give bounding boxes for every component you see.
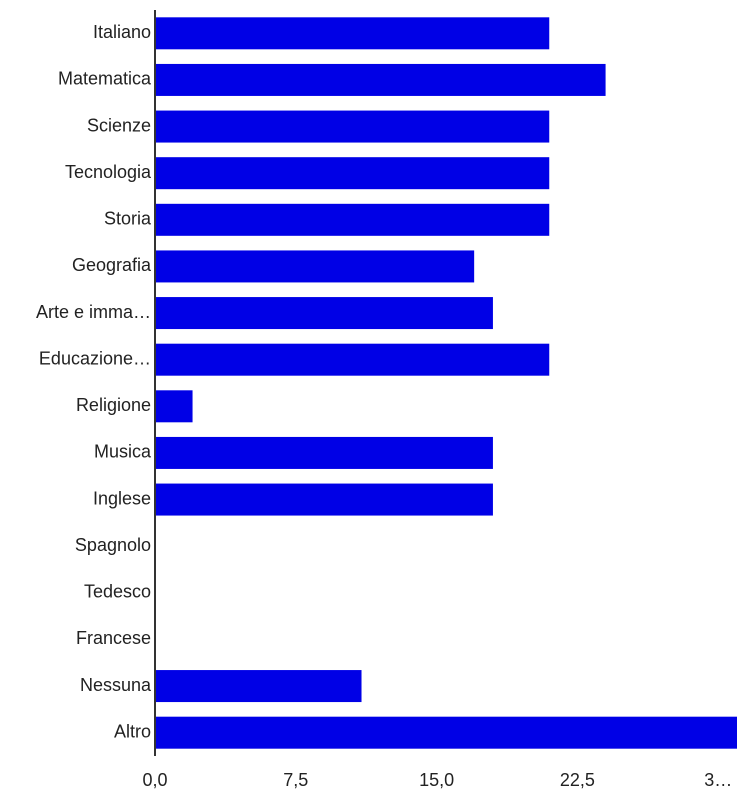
bar <box>155 63 606 96</box>
y-tick-label: Arte e imma… <box>36 302 151 322</box>
y-tick-label: Educazione… <box>39 348 151 368</box>
bar <box>155 203 550 236</box>
bar <box>155 157 550 190</box>
y-tick-label: Religione <box>76 395 151 415</box>
y-tick-label: Nessuna <box>80 675 152 695</box>
x-tick-label: 7,5 <box>283 770 308 790</box>
y-tick-label: Tedesco <box>84 582 151 602</box>
x-tick-label: 22,5 <box>560 770 595 790</box>
y-tick-label: Spagnolo <box>75 535 151 555</box>
y-tick-label: Francese <box>76 628 151 648</box>
y-tick-label: Musica <box>94 442 152 462</box>
bar <box>155 436 493 469</box>
bar <box>155 250 475 283</box>
bar <box>155 483 493 516</box>
y-tick-label: Scienze <box>87 115 151 135</box>
y-tick-label: Italiano <box>93 22 151 42</box>
bar <box>155 390 193 423</box>
y-tick-label: Tecnologia <box>65 162 152 182</box>
y-tick-label: Inglese <box>93 488 151 508</box>
bar <box>155 17 550 50</box>
bar <box>155 297 493 330</box>
bar <box>155 343 550 376</box>
x-tick-label: 3… <box>704 770 732 790</box>
bar <box>155 110 550 143</box>
x-tick-label: 0,0 <box>142 770 167 790</box>
y-tick-label: Geografia <box>72 255 152 275</box>
x-tick-label: 15,0 <box>419 770 454 790</box>
y-tick-label: Altro <box>114 721 151 741</box>
y-tick-label: Matematica <box>58 69 152 89</box>
bar <box>155 670 362 703</box>
bar <box>155 716 737 749</box>
y-tick-label: Storia <box>104 209 152 229</box>
